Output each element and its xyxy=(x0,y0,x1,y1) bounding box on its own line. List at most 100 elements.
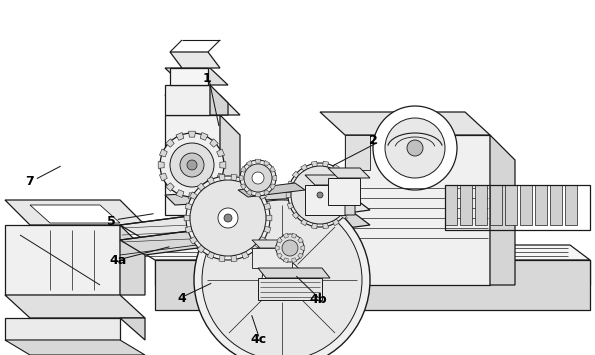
Polygon shape xyxy=(210,85,228,115)
Polygon shape xyxy=(505,185,517,225)
Polygon shape xyxy=(190,236,198,244)
Polygon shape xyxy=(200,132,208,140)
Polygon shape xyxy=(170,68,208,85)
Text: 4b: 4b xyxy=(309,294,327,306)
Polygon shape xyxy=(320,112,490,135)
Polygon shape xyxy=(184,215,190,221)
Text: 7: 7 xyxy=(26,175,34,187)
Polygon shape xyxy=(240,184,246,190)
Polygon shape xyxy=(5,295,145,318)
Polygon shape xyxy=(259,236,267,244)
Polygon shape xyxy=(189,131,195,137)
Circle shape xyxy=(202,200,362,355)
Circle shape xyxy=(190,180,266,256)
Circle shape xyxy=(187,160,197,170)
Polygon shape xyxy=(341,212,347,219)
Polygon shape xyxy=(277,253,282,258)
Circle shape xyxy=(240,160,276,196)
Polygon shape xyxy=(185,203,192,210)
Polygon shape xyxy=(165,85,210,115)
Polygon shape xyxy=(273,175,277,180)
Polygon shape xyxy=(333,219,339,226)
Polygon shape xyxy=(258,278,322,300)
Polygon shape xyxy=(445,185,457,225)
Polygon shape xyxy=(217,149,224,157)
Polygon shape xyxy=(535,185,547,225)
Polygon shape xyxy=(155,260,590,310)
Polygon shape xyxy=(298,237,303,243)
Polygon shape xyxy=(219,174,225,181)
Polygon shape xyxy=(5,200,145,225)
Text: 4a: 4a xyxy=(109,255,126,267)
Polygon shape xyxy=(311,161,317,167)
Circle shape xyxy=(218,208,238,228)
Polygon shape xyxy=(5,318,120,340)
Text: 4: 4 xyxy=(177,292,186,305)
Polygon shape xyxy=(275,246,279,250)
Polygon shape xyxy=(120,225,145,295)
Polygon shape xyxy=(166,139,174,147)
Polygon shape xyxy=(292,171,299,178)
Polygon shape xyxy=(345,135,370,170)
Polygon shape xyxy=(292,212,299,219)
Polygon shape xyxy=(255,159,261,163)
Text: 4c: 4c xyxy=(250,333,267,345)
Polygon shape xyxy=(475,185,487,225)
Polygon shape xyxy=(252,240,300,248)
Polygon shape xyxy=(277,237,282,243)
Polygon shape xyxy=(158,162,164,168)
Polygon shape xyxy=(210,139,218,147)
Polygon shape xyxy=(301,246,305,250)
Polygon shape xyxy=(298,253,303,258)
Polygon shape xyxy=(120,318,145,340)
Polygon shape xyxy=(242,177,249,185)
Polygon shape xyxy=(219,255,225,262)
Polygon shape xyxy=(246,160,252,166)
Polygon shape xyxy=(159,173,167,181)
Polygon shape xyxy=(292,258,297,263)
Polygon shape xyxy=(130,245,590,260)
Circle shape xyxy=(373,106,457,190)
Polygon shape xyxy=(231,255,237,262)
Circle shape xyxy=(317,192,323,198)
Polygon shape xyxy=(490,185,502,225)
Polygon shape xyxy=(287,181,293,187)
Polygon shape xyxy=(550,185,562,225)
Polygon shape xyxy=(238,183,305,197)
Circle shape xyxy=(160,133,224,197)
Polygon shape xyxy=(217,173,224,181)
Polygon shape xyxy=(300,219,308,226)
Polygon shape xyxy=(287,203,293,209)
Polygon shape xyxy=(460,185,472,225)
Polygon shape xyxy=(220,162,226,168)
Text: 5: 5 xyxy=(108,215,116,228)
Polygon shape xyxy=(189,193,195,199)
Polygon shape xyxy=(185,226,192,233)
Polygon shape xyxy=(346,181,353,187)
Circle shape xyxy=(186,176,270,260)
Circle shape xyxy=(291,166,349,224)
Polygon shape xyxy=(165,68,228,85)
Polygon shape xyxy=(207,251,214,259)
Polygon shape xyxy=(349,192,354,198)
Circle shape xyxy=(170,143,214,187)
Polygon shape xyxy=(190,192,198,200)
Polygon shape xyxy=(210,183,218,191)
Polygon shape xyxy=(283,233,289,238)
Circle shape xyxy=(312,187,328,203)
Polygon shape xyxy=(239,175,243,180)
Polygon shape xyxy=(259,192,267,200)
Polygon shape xyxy=(120,210,370,255)
Circle shape xyxy=(288,163,352,227)
Circle shape xyxy=(274,272,290,288)
Polygon shape xyxy=(246,190,252,196)
Polygon shape xyxy=(305,185,345,215)
Polygon shape xyxy=(231,174,237,181)
Polygon shape xyxy=(155,260,590,285)
Polygon shape xyxy=(220,115,240,215)
Polygon shape xyxy=(322,161,328,167)
Polygon shape xyxy=(251,183,259,191)
Polygon shape xyxy=(176,132,184,140)
Polygon shape xyxy=(346,203,353,209)
Circle shape xyxy=(244,164,272,192)
